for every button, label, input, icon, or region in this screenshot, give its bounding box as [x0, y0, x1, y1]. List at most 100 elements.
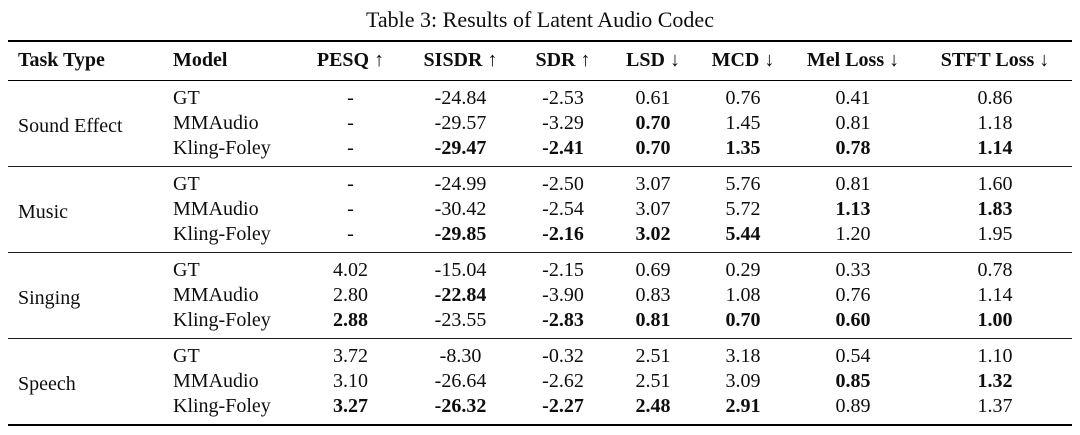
col-header-pesq: PESQ ↑ — [298, 41, 403, 81]
value-cell: -15.04 — [434, 259, 487, 281]
value-cell: -24.84 — [434, 87, 487, 109]
down-arrow-icon: ↓ — [884, 49, 900, 71]
value-cell: 4.02 — [333, 259, 368, 281]
down-arrow-icon: ↓ — [664, 49, 680, 71]
model-cell: GT — [173, 259, 200, 281]
value-cell: -26.32 — [434, 395, 487, 417]
task-group-sound-effect: Sound Effect GT - -24.84 -2.53 0.61 0.76 0.41 0.… — [8, 80, 1072, 167]
model-cell: MMAudio — [173, 198, 259, 220]
down-arrow-icon: ↓ — [759, 49, 775, 71]
col-header-label: LSD — [626, 49, 665, 71]
col-header-label: SISDR — [423, 49, 483, 71]
value-cell: 1.08 — [725, 284, 761, 306]
value-cell: 0.70 — [635, 137, 671, 159]
value-cell: 1.18 — [977, 112, 1013, 134]
value-cell: 0.78 — [977, 259, 1013, 281]
value-cell: -2.16 — [542, 223, 584, 245]
value-cell: 1.14 — [977, 137, 1013, 159]
value-cell: -24.99 — [434, 173, 487, 195]
value-cell: - — [347, 112, 354, 134]
value-cell: 0.85 — [835, 370, 871, 392]
task-group-music: Music GT - -24.99 -2.50 3.07 5.76 0.81 1.60 MMAud… — [8, 166, 1072, 253]
col-header-mel-loss: Mel Loss ↓ — [788, 41, 918, 81]
value-cell: 1.35 — [725, 137, 761, 159]
value-cell: 0.81 — [635, 309, 671, 331]
value-cell: 0.54 — [835, 345, 871, 367]
value-cell: -23.55 — [434, 309, 487, 331]
model-cell: GT — [173, 345, 200, 367]
value-cell: 3.09 — [725, 370, 761, 392]
col-header-model: Model — [153, 41, 298, 81]
table-row: MMAudio - -30.42 -2.54 3.07 5.72 1.13 1.83 — [8, 197, 1072, 222]
value-cell: 0.29 — [725, 259, 761, 281]
col-header-label: STFT Loss — [940, 49, 1035, 71]
up-arrow-icon: ↑ — [575, 49, 591, 71]
table-row: Singing GT 4.02 -15.04 -2.15 0.69 0.29 0.33 0.78 — [8, 253, 1072, 309]
up-arrow-icon: ↑ — [369, 49, 385, 71]
model-cell: Kling-Foley — [173, 223, 271, 245]
col-header-label: Model — [173, 49, 228, 71]
value-cell: 0.69 — [635, 259, 671, 281]
value-cell: 3.27 — [333, 395, 368, 417]
table-row: MMAudio - -29.57 -3.29 0.70 1.45 0.81 1.18 — [8, 111, 1072, 136]
table-row: MMAudio 3.10 -26.64 -2.62 2.51 3.09 0.85 1.32 — [8, 369, 1072, 394]
task-type-cell: Music — [18, 200, 68, 223]
value-cell: 0.86 — [977, 87, 1013, 109]
value-cell: 2.51 — [635, 345, 671, 367]
task-type-cell: Speech — [18, 372, 76, 395]
table-row: Kling-Foley 2.88 -23.55 -2.83 0.81 0.70 0.60 1.… — [8, 308, 1072, 339]
value-cell: -29.47 — [434, 137, 487, 159]
task-group-speech: Speech GT 3.72 -8.30 -0.32 2.51 3.18 0.54 1.10 MM… — [8, 338, 1072, 426]
value-cell: 2.88 — [333, 309, 368, 331]
value-cell: 3.07 — [635, 198, 671, 220]
value-cell: -2.53 — [542, 87, 584, 109]
value-cell: 0.81 — [835, 112, 871, 134]
value-cell: 0.70 — [635, 112, 671, 134]
value-cell: -22.84 — [434, 284, 487, 306]
value-cell: -29.57 — [434, 112, 487, 134]
value-cell: 0.41 — [835, 87, 871, 109]
value-cell: -2.83 — [542, 309, 584, 331]
value-cell: -2.15 — [542, 259, 584, 281]
table-row: Speech GT 3.72 -8.30 -0.32 2.51 3.18 0.54 1.10 — [8, 339, 1072, 395]
value-cell: - — [347, 137, 354, 159]
model-cell: GT — [173, 173, 200, 195]
value-cell: 0.78 — [835, 137, 871, 159]
col-header-label: Mel Loss — [806, 49, 885, 71]
value-cell: 0.89 — [835, 395, 871, 417]
value-cell: 1.32 — [977, 370, 1013, 392]
value-cell: -2.50 — [542, 173, 584, 195]
value-cell: 1.14 — [977, 284, 1013, 306]
model-cell: Kling-Foley — [173, 137, 271, 159]
value-cell: 2.51 — [635, 370, 671, 392]
value-cell: 1.13 — [835, 198, 871, 220]
table-caption: Table 3: Results of Latent Audio Codec — [366, 7, 714, 32]
value-cell: 0.83 — [635, 284, 671, 306]
value-cell: 1.00 — [977, 309, 1013, 331]
up-arrow-icon: ↑ — [482, 49, 498, 71]
col-header-stft-loss: STFT Loss ↓ — [918, 41, 1072, 81]
value-cell: - — [347, 223, 354, 245]
model-cell: MMAudio — [173, 370, 259, 392]
value-cell: -2.54 — [542, 198, 584, 220]
model-cell: MMAudio — [173, 112, 259, 134]
value-cell: -3.29 — [542, 112, 584, 134]
value-cell: -2.62 — [542, 370, 584, 392]
table-row: Kling-Foley - -29.85 -2.16 3.02 5.44 1.20 1.95 — [8, 222, 1072, 253]
value-cell: 5.44 — [725, 223, 761, 245]
value-cell: 0.76 — [835, 284, 871, 306]
value-cell: -2.27 — [542, 395, 584, 417]
task-type-cell: Sound Effect — [18, 114, 123, 137]
model-cell: Kling-Foley — [173, 395, 271, 417]
value-cell: -8.30 — [439, 345, 482, 367]
value-cell: 3.10 — [333, 370, 368, 392]
value-cell: -29.85 — [434, 223, 487, 245]
col-header-mcd: MCD ↓ — [698, 41, 788, 81]
value-cell: 0.61 — [635, 87, 671, 109]
value-cell: 0.76 — [725, 87, 761, 109]
col-header-label: SDR — [535, 49, 576, 71]
table-row: Kling-Foley 3.27 -26.32 -2.27 2.48 2.91 0.89 1.… — [8, 394, 1072, 425]
value-cell: 1.45 — [725, 112, 761, 134]
value-cell: 2.91 — [725, 395, 761, 417]
value-cell: 1.95 — [977, 223, 1013, 245]
